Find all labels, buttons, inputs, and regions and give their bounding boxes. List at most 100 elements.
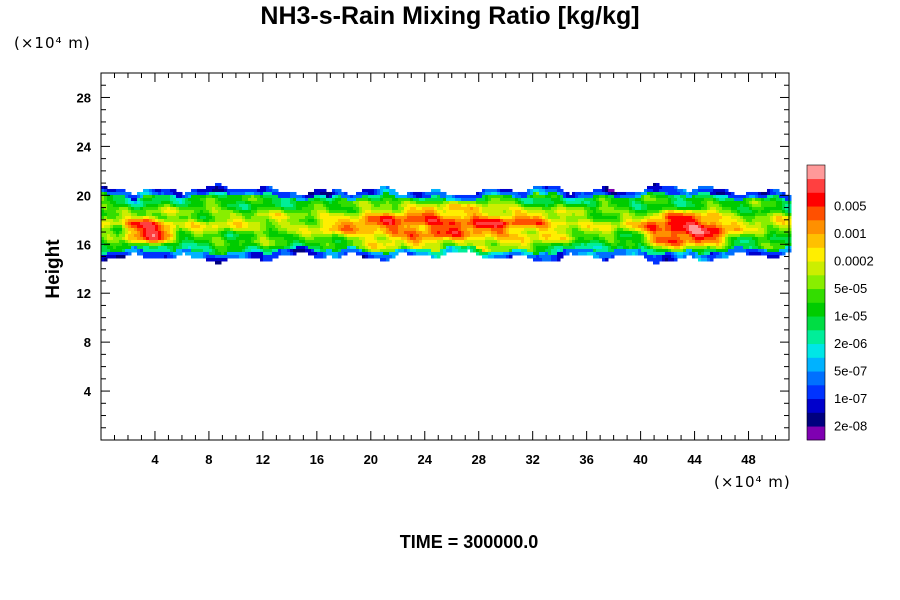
contour-cell — [539, 200, 543, 205]
contour-cell — [107, 203, 111, 208]
contour-cell — [176, 221, 180, 226]
contour-cell — [230, 203, 234, 208]
contour-cell — [239, 248, 243, 253]
contour-cell — [338, 248, 342, 253]
contour-cell — [398, 200, 402, 205]
contour-cell — [707, 206, 711, 211]
contour-cell — [335, 245, 339, 250]
contour-cell — [590, 239, 594, 244]
contour-cell — [371, 224, 375, 229]
contour-cell — [380, 239, 384, 244]
contour-cell — [449, 197, 453, 202]
contour-cell — [380, 185, 384, 190]
contour-cell — [776, 236, 780, 241]
contour-cell — [773, 230, 777, 235]
contour-cell — [257, 191, 261, 196]
contour-cell — [383, 200, 387, 205]
contour-cell — [167, 251, 171, 256]
contour-cell — [470, 236, 474, 241]
contour-cell — [764, 209, 768, 214]
contour-cell — [209, 230, 213, 235]
contour-cell — [497, 212, 501, 217]
contour-cell — [716, 194, 720, 199]
contour-cell — [731, 239, 735, 244]
contour-cell — [257, 206, 261, 211]
contour-cell — [347, 230, 351, 235]
contour-cell — [638, 227, 642, 232]
contour-cell — [482, 206, 486, 211]
contour-cell — [128, 194, 132, 199]
contour-cell — [620, 230, 624, 235]
contour-cell — [653, 200, 657, 205]
contour-cell — [299, 239, 303, 244]
contour-cell — [176, 236, 180, 241]
contour-cell — [341, 197, 345, 202]
contour-cell — [110, 227, 114, 232]
contour-cell — [713, 209, 717, 214]
contour-cell — [692, 218, 696, 223]
contour-cell — [101, 188, 105, 193]
contour-cell — [785, 224, 789, 229]
contour-cell — [749, 203, 753, 208]
contour-cell — [173, 206, 177, 211]
contour-cell — [722, 239, 726, 244]
contour-cell — [212, 212, 216, 217]
contour-cell — [581, 224, 585, 229]
contour-cell — [749, 194, 753, 199]
contour-cell — [500, 191, 504, 196]
contour-cell — [152, 197, 156, 202]
contour-cell — [611, 248, 615, 253]
contour-cell — [578, 209, 582, 214]
contour-cell — [602, 197, 606, 202]
contour-cell — [308, 242, 312, 247]
contour-cell — [371, 203, 375, 208]
contour-cell — [131, 224, 135, 229]
contour-cell — [779, 239, 783, 244]
contour-cell — [377, 212, 381, 217]
contour-cell — [497, 209, 501, 214]
contour-cell — [773, 245, 777, 250]
contour-cell — [683, 218, 687, 223]
contour-cell — [464, 248, 468, 253]
contour-cell — [506, 239, 510, 244]
contour-cell — [365, 221, 369, 226]
contour-cell — [104, 239, 108, 244]
contour-cell — [305, 239, 309, 244]
contour-cell — [137, 206, 141, 211]
contour-cell — [332, 233, 336, 238]
contour-cell — [131, 209, 135, 214]
contour-cell — [737, 218, 741, 223]
contour-cell — [413, 200, 417, 205]
contour-cell — [344, 230, 348, 235]
contour-cell — [563, 224, 567, 229]
contour-cell — [752, 203, 756, 208]
contour-cell — [746, 251, 750, 256]
contour-cell — [350, 248, 354, 253]
contour-cell — [770, 242, 774, 247]
contour-cell — [122, 248, 126, 253]
contour-cell — [170, 191, 174, 196]
contour-cell — [176, 224, 180, 229]
contour-cell — [557, 242, 561, 247]
contour-cell — [767, 206, 771, 211]
contour-cell — [635, 221, 639, 226]
contour-cell — [263, 218, 267, 223]
contour-cell — [572, 251, 576, 256]
contour-cell — [479, 218, 483, 223]
contour-cell — [584, 224, 588, 229]
contour-cell — [125, 197, 129, 202]
contour-cell — [212, 233, 216, 238]
contour-cell — [635, 218, 639, 223]
contour-cell — [521, 215, 525, 220]
contour-cell — [611, 212, 615, 217]
contour-cell — [233, 251, 237, 256]
contour-cell — [695, 212, 699, 217]
contour-cell — [473, 224, 477, 229]
contour-cell — [623, 209, 627, 214]
contour-cell — [107, 218, 111, 223]
contour-cell — [305, 230, 309, 235]
contour-cell — [542, 251, 546, 256]
contour-cell — [701, 194, 705, 199]
contour-cell — [257, 209, 261, 214]
contour-cell — [770, 233, 774, 238]
